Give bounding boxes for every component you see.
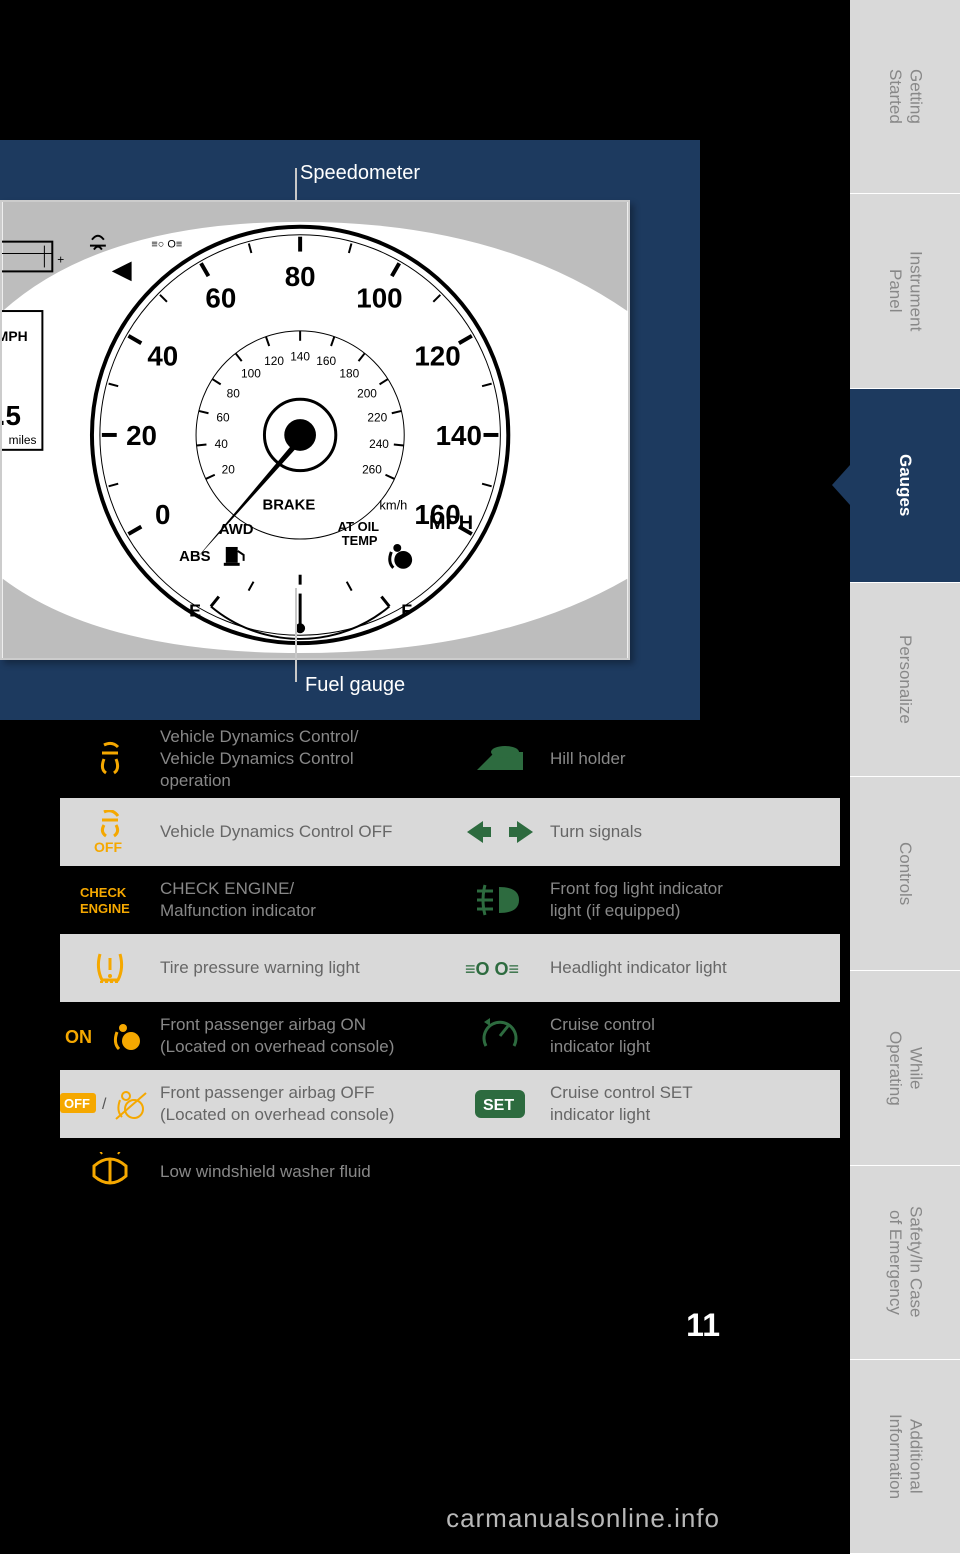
sidebar-tabs: Getting StartedInstrument PanelGaugesPer… [850, 0, 960, 1554]
svg-text:TEMP: TEMP [342, 533, 378, 548]
svg-text:AT OIL: AT OIL [338, 519, 379, 534]
content-area: Speedometer + MPH .5 miles [0, 0, 850, 1554]
svg-text:.5: .5 [2, 400, 21, 431]
svg-text:miles: miles [9, 433, 37, 447]
indicator-row: CHECKENGINECHECK ENGINE/ Malfunction ind… [60, 866, 840, 934]
indicator-label: Low windshield washer fluid [160, 1161, 450, 1183]
airbag-off-icon: OFF / [60, 1087, 160, 1121]
set-icon: SET [450, 1090, 550, 1118]
indicator-label: Cruise control indicator light [550, 1014, 840, 1058]
fog-icon [450, 883, 550, 917]
svg-text:OFF: OFF [64, 1096, 90, 1111]
svg-text:20: 20 [222, 462, 236, 476]
indicator-label: Tire pressure warning light [160, 957, 450, 979]
svg-text:160: 160 [316, 354, 336, 368]
indicator-row: Vehicle Dynamics Control/ Vehicle Dynami… [60, 720, 840, 798]
svg-text:200: 200 [357, 386, 377, 400]
svg-text:40: 40 [147, 341, 178, 372]
callout-speedometer: Speedometer [300, 162, 420, 185]
callout-line-bottom [295, 588, 297, 682]
indicator-label: Front passenger airbag OFF (Located on o… [160, 1082, 450, 1126]
tab-personalize[interactable]: Personalize [850, 583, 960, 777]
svg-text:≡O O≡: ≡O O≡ [465, 959, 519, 979]
page-number: 11 [686, 1307, 720, 1344]
svg-text:CHECK: CHECK [80, 885, 127, 900]
tab-while-operating[interactable]: While Operating [850, 971, 960, 1165]
indicator-label: Front passenger airbag ON (Located on ov… [160, 1014, 450, 1058]
speedometer-svg: + MPH .5 miles ≡○ O≡ [2, 202, 628, 658]
indicator-row: OFF / Front passenger airbag OFF (Located … [60, 1070, 840, 1138]
tab-controls[interactable]: Controls [850, 777, 960, 971]
svg-text:20: 20 [126, 420, 157, 451]
vdc-icon [60, 739, 160, 779]
tab-getting-started[interactable]: Getting Started [850, 0, 960, 194]
svg-text:≡○ O≡: ≡○ O≡ [151, 239, 182, 251]
indicator-label: Turn signals [550, 821, 840, 843]
svg-text:MPH: MPH [2, 328, 28, 344]
svg-text:100: 100 [241, 367, 261, 381]
svg-text:E: E [189, 600, 201, 620]
indicator-row: ON Front passenger airbag ON (Located on … [60, 1002, 840, 1070]
airbag-on-icon: ON [60, 1019, 160, 1053]
svg-text:80: 80 [227, 386, 241, 400]
tab-instrument-panel[interactable]: Instrument Panel [850, 194, 960, 388]
svg-text:260: 260 [362, 462, 382, 476]
svg-text:60: 60 [205, 283, 236, 314]
tab-additional-information[interactable]: Additional Information [850, 1360, 960, 1554]
indicator-label: Headlight indicator light [550, 957, 840, 979]
watermark: carmanualsonline.info [446, 1503, 720, 1534]
washer-icon [60, 1152, 160, 1192]
svg-text:140: 140 [436, 420, 482, 451]
svg-text:60: 60 [216, 411, 230, 425]
indicator-row: OFF Vehicle Dynamics Control OFF Turn sign… [60, 798, 840, 866]
svg-text:40: 40 [215, 437, 229, 451]
svg-text:ON: ON [65, 1027, 92, 1047]
headlight-icon: ≡O O≡ [450, 955, 550, 981]
svg-text:240: 240 [369, 437, 389, 451]
hill-icon [450, 744, 550, 774]
tab-gauges[interactable]: Gauges [850, 389, 960, 583]
svg-text:F: F [401, 600, 412, 620]
svg-text:160: 160 [414, 499, 460, 530]
indicator-row: Tire pressure warning light ≡O O≡ Headligh… [60, 934, 840, 1002]
indicator-row: Low windshield washer fluid [60, 1138, 840, 1206]
turn-icon [450, 819, 550, 845]
svg-text:AWD: AWD [219, 522, 254, 538]
svg-text:SET: SET [483, 1097, 514, 1114]
svg-text:120: 120 [414, 341, 460, 372]
svg-text:BRAKE: BRAKE [262, 497, 315, 513]
svg-text:ABS: ABS [179, 549, 210, 565]
gauge-box: + MPH .5 miles ≡○ O≡ [0, 200, 630, 660]
svg-text:+: + [57, 252, 64, 266]
indicator-label: Front fog light indicator light (if equi… [550, 878, 840, 922]
svg-text:220: 220 [367, 411, 387, 425]
svg-text:100: 100 [356, 283, 402, 314]
tab-safety-in-case-of-emergency[interactable]: Safety/In Case of Emergency [850, 1166, 960, 1360]
svg-text:140: 140 [290, 350, 310, 364]
indicator-label: Vehicle Dynamics Control/ Vehicle Dynami… [160, 726, 450, 792]
tire-icon [60, 948, 160, 988]
figure-panel: Speedometer + MPH .5 miles [0, 140, 700, 720]
indicator-table: Vehicle Dynamics Control/ Vehicle Dynami… [60, 720, 840, 1206]
svg-text:km/h: km/h [379, 497, 407, 512]
indicator-label: Hill holder [550, 748, 840, 770]
callout-fuel: Fuel gauge [305, 674, 405, 697]
svg-text:80: 80 [285, 261, 316, 292]
svg-text:120: 120 [264, 354, 284, 368]
check-icon: CHECKENGINE [60, 883, 160, 917]
svg-text:/: / [102, 1096, 107, 1113]
svg-text:ENGINE: ENGINE [80, 901, 130, 916]
svg-text:OFF: OFF [94, 839, 122, 854]
indicator-label: CHECK ENGINE/ Malfunction indicator [160, 878, 450, 922]
svg-text:0: 0 [155, 499, 170, 530]
cruise-icon [450, 1016, 550, 1056]
vdc-off-icon: OFF [60, 810, 160, 854]
indicator-label: Vehicle Dynamics Control OFF [160, 821, 450, 843]
svg-text:180: 180 [339, 367, 359, 381]
indicator-label: Cruise control SET indicator light [550, 1082, 840, 1126]
